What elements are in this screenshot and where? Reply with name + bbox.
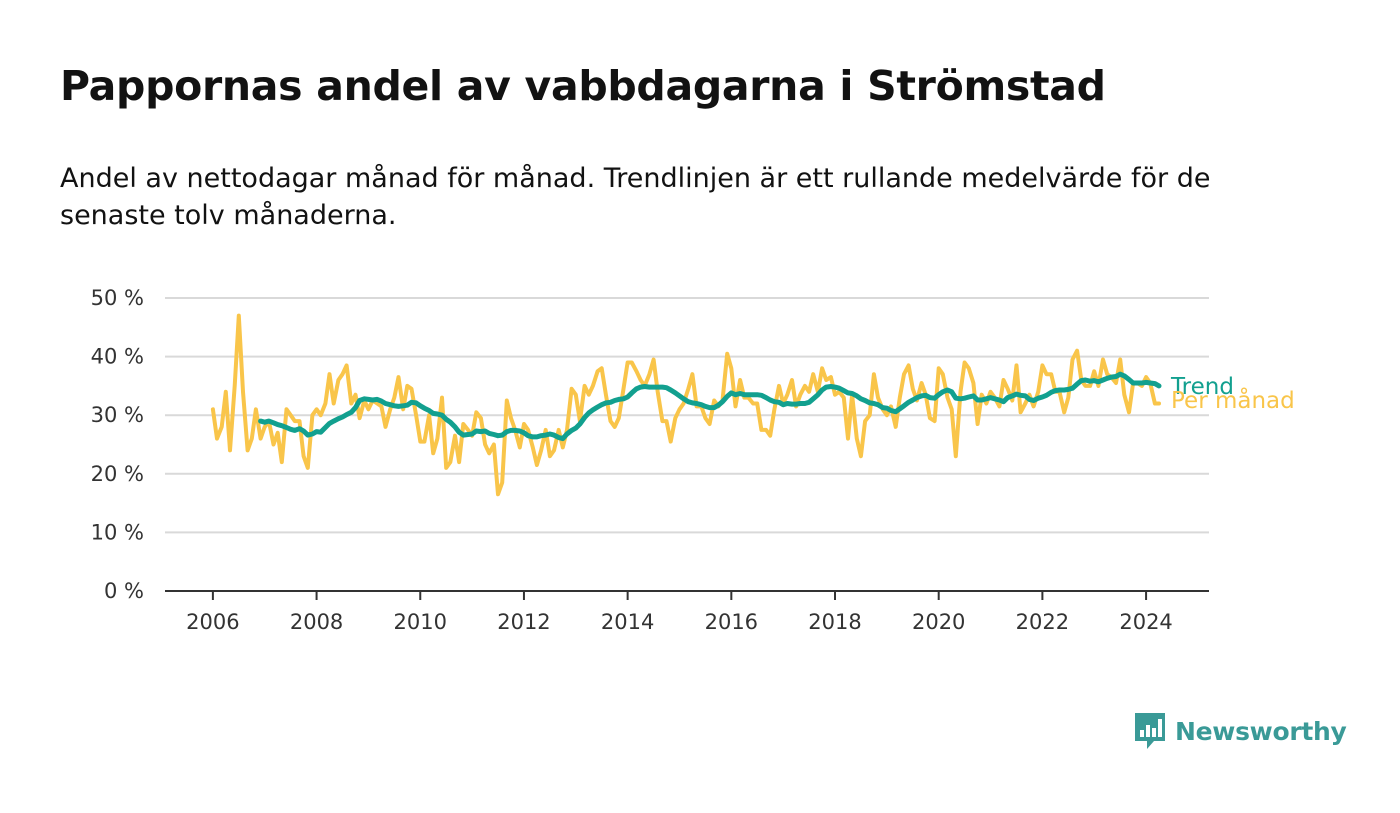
x-tick-label: 2022 xyxy=(1016,610,1069,634)
x-tick-label: 2016 xyxy=(705,610,758,634)
series-label-per-m-nad: Per månad xyxy=(1171,386,1295,414)
x-tick-label: 2010 xyxy=(394,610,447,634)
x-tick-label: 2024 xyxy=(1119,610,1172,634)
x-tick-label: 2014 xyxy=(601,610,654,634)
axes: 0 % 10 % 20 % 30 % 40 % 50 % 2006 2008 2010 2012 2… xyxy=(91,286,1209,634)
chart-title: Pappornas andel av vabbdagarna i Strömst… xyxy=(60,62,1106,110)
gridlines xyxy=(165,297,1209,534)
y-tick-label: 50 % xyxy=(91,286,144,310)
y-tick-label: 40 % xyxy=(91,345,144,369)
x-tick-label: 2012 xyxy=(497,610,550,634)
line-chart: 0 % 10 % 20 % 30 % 40 % 50 % 2006 2008 2010 2012 2… xyxy=(91,286,1295,634)
x-tick-label: 2020 xyxy=(912,610,965,634)
series-label-trend: Trend xyxy=(1170,374,1234,400)
y-tick-label: 30 % xyxy=(91,403,144,427)
chart-subtitle: Andel av nettodagar månad för månad. Tre… xyxy=(60,163,1211,231)
x-tick-label: 2008 xyxy=(290,610,343,634)
newsworthy-logo[interactable]: Newsworthy xyxy=(1133,711,1347,751)
x-tick-label: 2018 xyxy=(808,610,861,634)
y-tick-label: 10 % xyxy=(91,520,144,544)
series-line-trend xyxy=(258,371,1162,442)
newsworthy-logo-icon xyxy=(1135,713,1165,749)
series-lines xyxy=(210,313,1162,497)
x-tick-label: 2006 xyxy=(186,610,239,634)
y-tick-label: 0 % xyxy=(104,579,144,603)
series-line-per-m-nad xyxy=(210,313,1161,497)
y-tick-label: 20 % xyxy=(91,462,144,486)
newsworthy-logo-text: Newsworthy xyxy=(1175,716,1347,746)
